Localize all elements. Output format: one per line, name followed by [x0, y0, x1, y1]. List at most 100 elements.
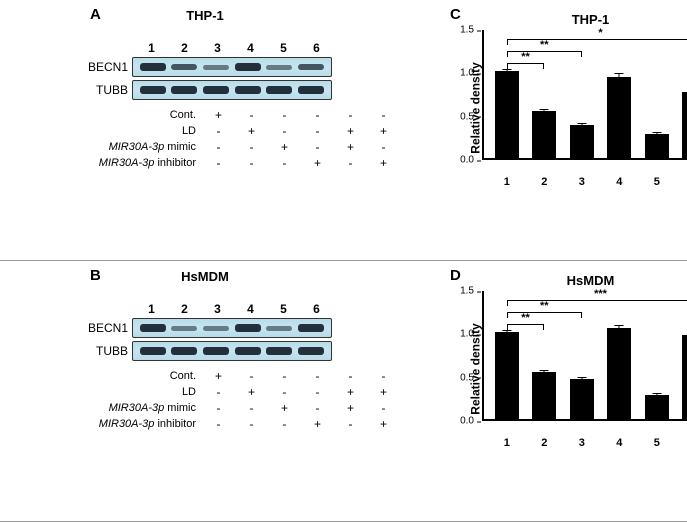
condition-label: LD	[80, 125, 202, 137]
error-cap	[615, 325, 624, 326]
condition-value: -	[367, 369, 400, 383]
blot-image	[132, 80, 332, 100]
chart-bar	[607, 77, 631, 158]
panel-title-a: THP-1	[10, 8, 400, 23]
condition-row: LD-+--++	[80, 385, 400, 399]
condition-value: +	[334, 124, 367, 138]
significance-bracket	[507, 63, 545, 69]
blot-band	[235, 324, 261, 332]
panel-a: A THP-1 123456BECN1TUBBCont.+-----LD-+--…	[0, 0, 410, 260]
condition-value: -	[301, 385, 334, 399]
condition-value: -	[301, 401, 334, 415]
panel-letter-a: A	[90, 6, 101, 23]
blot-label: TUBB	[80, 83, 132, 97]
blot-section-a: 123456BECN1TUBBCont.+-----LD-+--++MIR30A…	[80, 41, 400, 170]
panel-letter-c: C	[450, 6, 461, 23]
condition-value: +	[268, 140, 301, 154]
y-tick: 0.0	[460, 416, 474, 427]
panel-d: D HsMDMRelative density0.00.51.01.512345…	[410, 261, 687, 521]
y-ticks: 0.00.51.01.5	[452, 291, 482, 421]
condition-value: -	[367, 401, 400, 415]
blot-section-b: 123456BECN1TUBBCont.+-----LD-+--++MIR30A…	[80, 302, 400, 431]
significance-bracket	[507, 312, 582, 318]
blot-band	[298, 64, 324, 70]
chart-bar	[532, 372, 556, 419]
y-tick: 1.0	[460, 329, 474, 340]
x-label: 1	[504, 437, 510, 449]
lane-number: 3	[201, 302, 234, 316]
condition-values: -+--++	[202, 124, 400, 138]
condition-value: -	[268, 108, 301, 122]
blot-band	[266, 347, 292, 355]
blot-label: TUBB	[80, 344, 132, 358]
condition-value: +	[202, 369, 235, 383]
row-top: A THP-1 123456BECN1TUBBCont.+-----LD-+--…	[0, 0, 687, 261]
x-label: 2	[541, 176, 547, 188]
lane-numbers: 123456	[135, 302, 400, 316]
panel-b: B HsMDM 123456BECN1TUBBCont.+-----LD-+--…	[0, 261, 410, 521]
error-bar	[656, 393, 657, 395]
blot-band	[298, 86, 324, 94]
lane-number: 5	[267, 41, 300, 55]
y-tick: 0.5	[460, 111, 474, 122]
condition-value: -	[202, 156, 235, 170]
condition-label: MIR30A-3p inhibitor	[80, 418, 202, 430]
condition-rows: Cont.+-----LD-+--++MIR30A-3p mimic--+-+-…	[80, 369, 400, 431]
condition-values: +-----	[202, 369, 400, 383]
condition-values: ---+-+	[202, 417, 400, 431]
condition-value: -	[268, 369, 301, 383]
condition-value: +	[334, 385, 367, 399]
lane-number: 6	[300, 302, 333, 316]
chart-title: HsMDM	[567, 273, 615, 288]
lane-number: 4	[234, 41, 267, 55]
error-bar	[506, 69, 507, 72]
blot-band	[235, 86, 261, 94]
blot-band	[298, 324, 324, 332]
blot-row: BECN1	[80, 318, 400, 338]
condition-values: -+--++	[202, 385, 400, 399]
chart-bar	[682, 92, 687, 158]
condition-value: +	[235, 385, 268, 399]
blot-band	[140, 63, 166, 71]
condition-row: MIR30A-3p inhibitor---+-+	[80, 156, 400, 170]
blot-band	[203, 65, 229, 70]
lane-number: 3	[201, 41, 234, 55]
panel-title-b: HsMDM	[10, 269, 400, 284]
chart-bar	[645, 395, 669, 419]
condition-label: LD	[80, 386, 202, 398]
condition-row: MIR30A-3p mimic--+-+-	[80, 401, 400, 415]
blot-band	[235, 347, 261, 355]
condition-value: +	[367, 156, 400, 170]
condition-value: -	[235, 156, 268, 170]
chart-bar	[495, 332, 519, 419]
condition-value: +	[367, 124, 400, 138]
error-bar	[506, 330, 507, 333]
blot-label: BECN1	[80, 60, 132, 74]
blot-band	[140, 324, 166, 332]
plot-area: 123456*******	[482, 291, 687, 421]
condition-values: --+-+-	[202, 140, 400, 154]
chart-bar	[495, 71, 519, 158]
lane-number: 2	[168, 41, 201, 55]
condition-value: -	[235, 140, 268, 154]
row-bottom: B HsMDM 123456BECN1TUBBCont.+-----LD-+--…	[0, 261, 687, 522]
condition-value: -	[268, 124, 301, 138]
chart-bar	[645, 134, 669, 158]
error-bar	[581, 377, 582, 380]
blot-band	[266, 86, 292, 94]
significance-label: *	[598, 27, 602, 39]
panel-letter-d: D	[450, 267, 461, 284]
significance-bracket	[507, 39, 687, 45]
condition-value: -	[334, 156, 367, 170]
condition-value: -	[301, 369, 334, 383]
blot-band	[171, 347, 197, 355]
condition-label: Cont.	[80, 370, 202, 382]
condition-label: MIR30A-3p mimic	[80, 402, 202, 414]
chart-bar	[532, 111, 556, 158]
blot-image	[132, 341, 332, 361]
condition-label: Cont.	[80, 109, 202, 121]
x-label: 3	[579, 437, 585, 449]
blot-row: BECN1	[80, 57, 400, 77]
blot-band	[171, 86, 197, 94]
condition-row: LD-+--++	[80, 124, 400, 138]
